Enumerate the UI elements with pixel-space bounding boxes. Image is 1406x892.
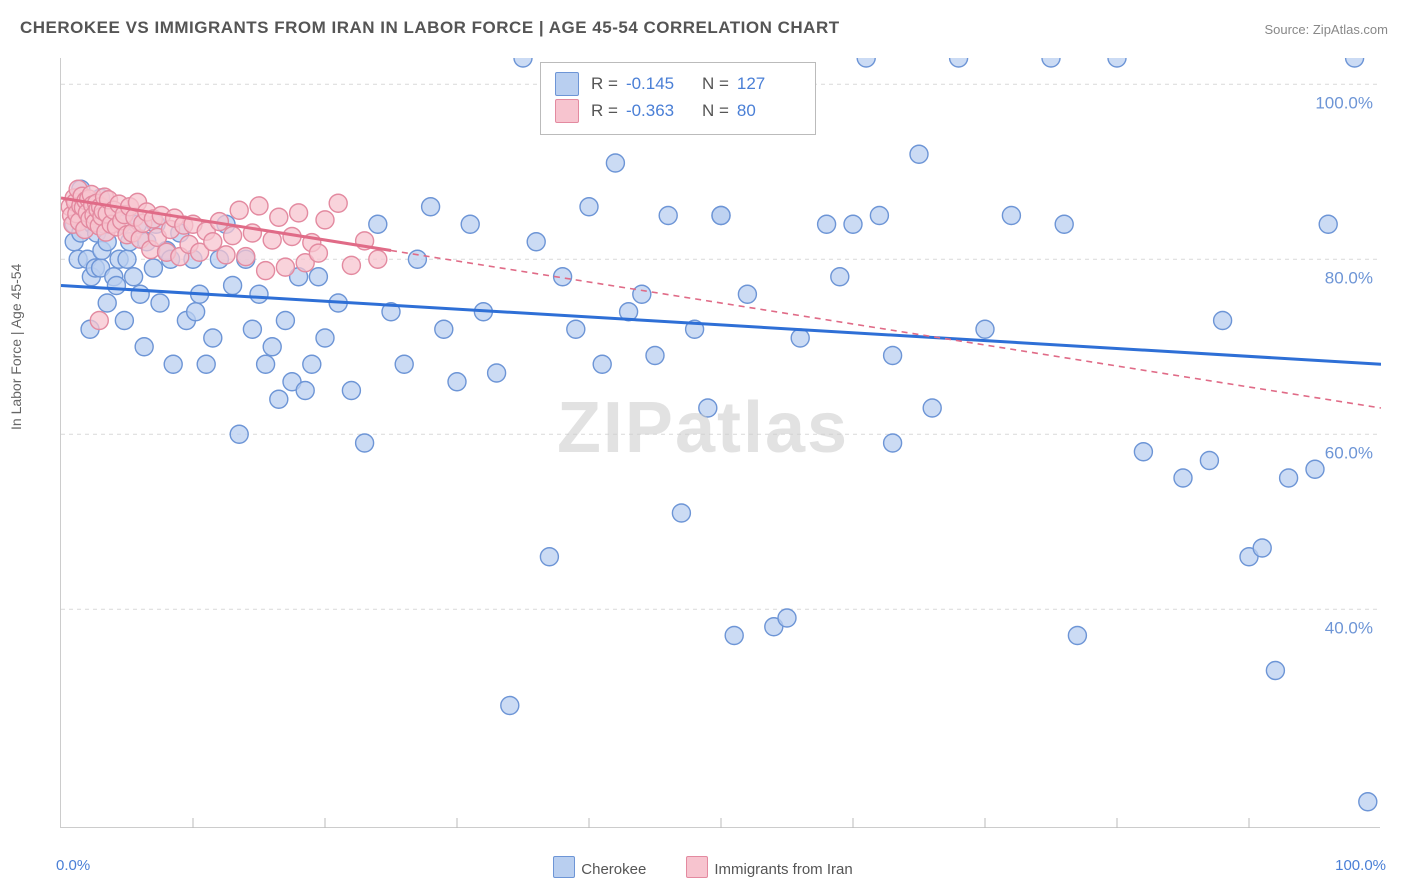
svg-text:80.0%: 80.0% bbox=[1325, 268, 1373, 287]
correlation-stats-box: R = -0.145 N = 127 R = -0.363 N = 80 bbox=[540, 62, 816, 135]
legend-item: Cherokee bbox=[553, 861, 646, 878]
stat-n-value: 127 bbox=[737, 74, 801, 94]
legend-label: Immigrants from Iran bbox=[714, 861, 852, 878]
scatter-plot: 100.0% 80.0% 60.0% 40.0% bbox=[61, 58, 1381, 828]
stats-row: R = -0.363 N = 80 bbox=[555, 99, 801, 123]
svg-text:100.0%: 100.0% bbox=[1315, 93, 1373, 112]
stat-r-value: -0.145 bbox=[626, 74, 690, 94]
stat-n-value: 80 bbox=[737, 101, 801, 121]
stat-n-label: N = bbox=[702, 74, 729, 94]
stat-r-label: R = bbox=[591, 74, 618, 94]
legend-swatch bbox=[553, 856, 575, 878]
plot-area: 100.0% 80.0% 60.0% 40.0% bbox=[60, 58, 1380, 828]
svg-text:60.0%: 60.0% bbox=[1325, 443, 1373, 462]
legend-swatch bbox=[555, 72, 579, 96]
bottom-legend: Cherokee Immigrants from Iran bbox=[0, 856, 1406, 878]
legend-swatch bbox=[555, 99, 579, 123]
legend-swatch bbox=[686, 856, 708, 878]
svg-text:40.0%: 40.0% bbox=[1325, 618, 1373, 637]
stat-r-label: R = bbox=[591, 101, 618, 121]
source-prefix: Source: bbox=[1264, 22, 1312, 37]
y-axis-label: In Labor Force | Age 45-54 bbox=[8, 264, 24, 430]
stat-r-value: -0.363 bbox=[626, 101, 690, 121]
stat-n-label: N = bbox=[702, 101, 729, 121]
chart-title: CHEROKEE VS IMMIGRANTS FROM IRAN IN LABO… bbox=[20, 18, 840, 38]
legend-label: Cherokee bbox=[581, 861, 646, 878]
source-credit: Source: ZipAtlas.com bbox=[1264, 22, 1388, 37]
source-link[interactable]: ZipAtlas.com bbox=[1313, 22, 1388, 37]
legend-item: Immigrants from Iran bbox=[686, 861, 852, 878]
stats-row: R = -0.145 N = 127 bbox=[555, 72, 801, 96]
